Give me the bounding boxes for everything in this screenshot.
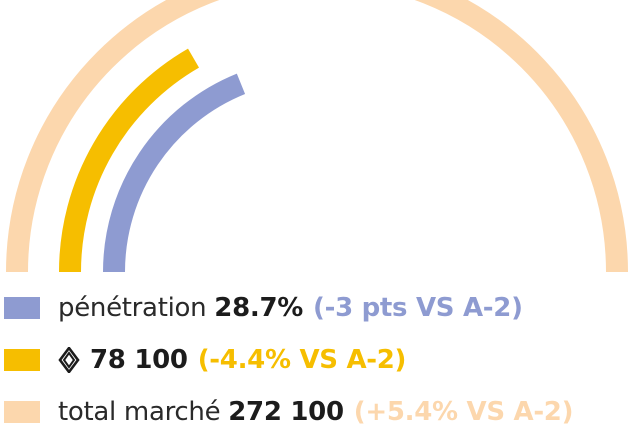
legend-swatch-market	[4, 401, 40, 423]
chart-legend: pénétration 28.7% (-3 pts VS A-2) 78 100…	[4, 282, 573, 438]
legend-value: 28.7%	[214, 293, 303, 323]
legend-item-market: total marché 272 100 (+5.4% VS A-2)	[4, 386, 573, 438]
renault-logo-icon	[58, 347, 80, 373]
legend-change: (+5.4% VS A-2)	[353, 397, 574, 427]
arc-total-marche	[6, 0, 628, 273]
radial-bar-chart	[6, 0, 628, 273]
legend-change: (-4.4% VS A-2)	[197, 345, 407, 375]
legend-item-penetration: pénétration 28.7% (-3 pts VS A-2)	[4, 282, 573, 334]
legend-value: 272 100	[228, 397, 344, 427]
legend-item-brand: 78 100 (-4.4% VS A-2)	[4, 334, 573, 386]
legend-label: total marché	[58, 397, 221, 427]
arc-penetration	[103, 73, 246, 273]
legend-value: 78 100	[90, 345, 188, 375]
legend-swatch-penetration	[4, 297, 40, 319]
legend-label: pénétration	[58, 293, 207, 323]
arc-brand-volume	[59, 48, 200, 273]
legend-swatch-brand	[4, 349, 40, 371]
legend-change: (-3 pts VS A-2)	[313, 293, 523, 323]
